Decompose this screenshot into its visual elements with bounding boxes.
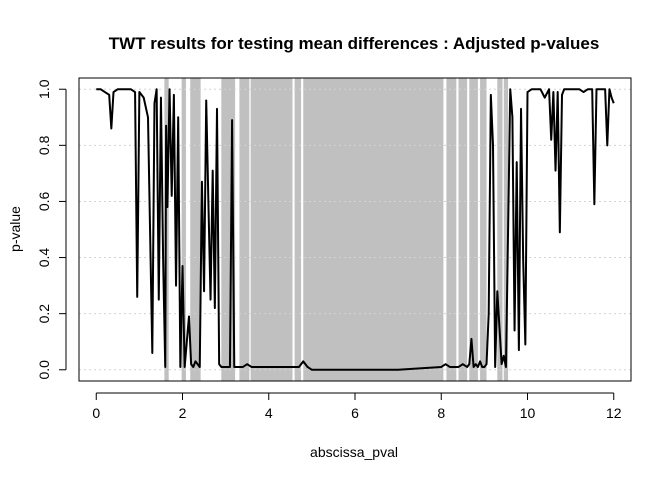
significance-band — [480, 78, 487, 381]
x-tick-label: 6 — [351, 405, 359, 421]
y-tick-label: 0.6 — [36, 191, 52, 211]
significance-band — [469, 78, 478, 381]
y-axis: 0.0 0.2 0.4 0.6 0.8 1.0 — [36, 79, 67, 380]
y-tick-label: 0.0 — [36, 360, 52, 380]
y-tick-label: 1.0 — [36, 79, 52, 99]
significance-band — [250, 78, 293, 381]
x-tick-label: 10 — [520, 405, 536, 421]
significance-band — [458, 78, 468, 381]
significance-band — [303, 78, 444, 381]
series-group — [96, 88, 615, 371]
significance-shading — [164, 78, 509, 381]
y-axis-label: p-value — [7, 206, 23, 252]
significance-band — [503, 78, 509, 381]
significance-band — [181, 78, 186, 381]
y-tick-label: 0.4 — [36, 248, 52, 268]
y-tick-label: 0.8 — [36, 135, 52, 155]
chart-title: TWT results for testing mean differences… — [109, 34, 600, 53]
x-tick-label: 2 — [179, 405, 187, 421]
y-tick-label: 0.2 — [36, 304, 52, 324]
x-axis-label: abscissa_pval — [310, 444, 398, 460]
x-tick-label: 0 — [92, 405, 100, 421]
x-tick-label: 12 — [606, 405, 622, 421]
significance-band — [446, 78, 457, 381]
significance-band — [239, 78, 250, 381]
significance-band — [497, 78, 503, 381]
plot-frame — [78, 77, 632, 382]
x-tick-label: 8 — [437, 405, 445, 421]
pvalue-line — [96, 88, 615, 371]
x-tick-label: 4 — [265, 405, 273, 421]
significance-band — [190, 78, 201, 381]
significance-band — [294, 78, 302, 381]
x-axis: 0 2 4 6 8 10 12 — [92, 392, 622, 421]
